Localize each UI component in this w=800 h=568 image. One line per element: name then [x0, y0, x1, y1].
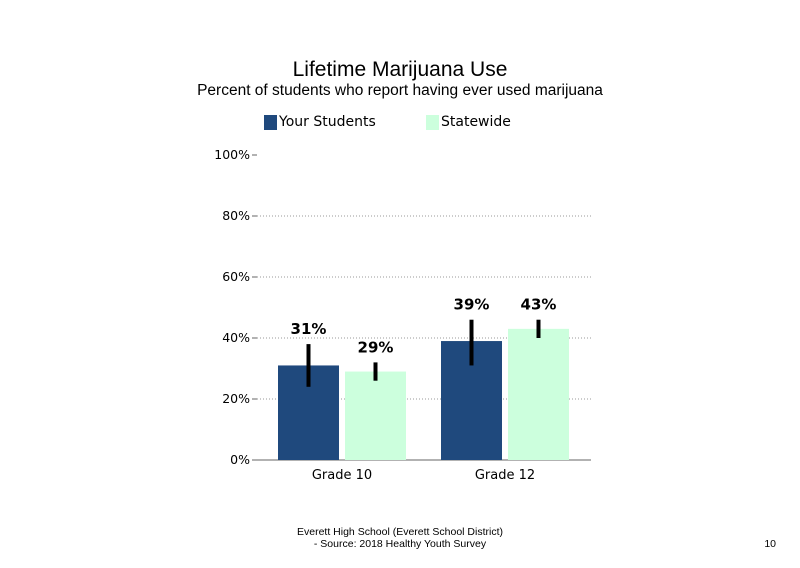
legend: Your Students Statewide [0, 114, 800, 134]
bar [345, 371, 406, 460]
chart-title: Lifetime Marijuana Use [292, 58, 508, 81]
y-tick-label: 80% [222, 208, 250, 223]
y-tick-label: 60% [222, 269, 250, 284]
y-tick-label: 0% [230, 452, 250, 467]
y-tick-label: 20% [222, 391, 250, 406]
page-number: 10 [764, 538, 776, 550]
chart-subtitle: Percent of students who report having ev… [197, 82, 603, 99]
data-label: 43% [521, 296, 557, 314]
legend-item-statewide: Statewide [426, 114, 511, 130]
legend-swatch-your-students [264, 114, 277, 130]
x-category-label: Grade 10 [312, 468, 372, 483]
data-label: 29% [358, 338, 394, 356]
y-tick-label: 100% [214, 147, 250, 162]
legend-swatch-statewide [426, 114, 439, 130]
footer-source: - Source: 2018 Healthy Youth Survey [313, 538, 487, 550]
x-category-label: Grade 12 [475, 468, 535, 483]
legend-label-your-students: Your Students [279, 114, 376, 130]
legend-label-statewide: Statewide [441, 114, 511, 130]
legend-item-your-students: Your Students [264, 114, 376, 130]
footer: Everett High School (Everett School Dist… [260, 526, 540, 550]
footer-school: Everett High School (Everett School Dist… [297, 526, 503, 538]
data-label: 31% [291, 320, 327, 338]
y-tick-label: 40% [222, 330, 250, 345]
bar [508, 328, 569, 460]
data-label: 39% [454, 296, 490, 314]
